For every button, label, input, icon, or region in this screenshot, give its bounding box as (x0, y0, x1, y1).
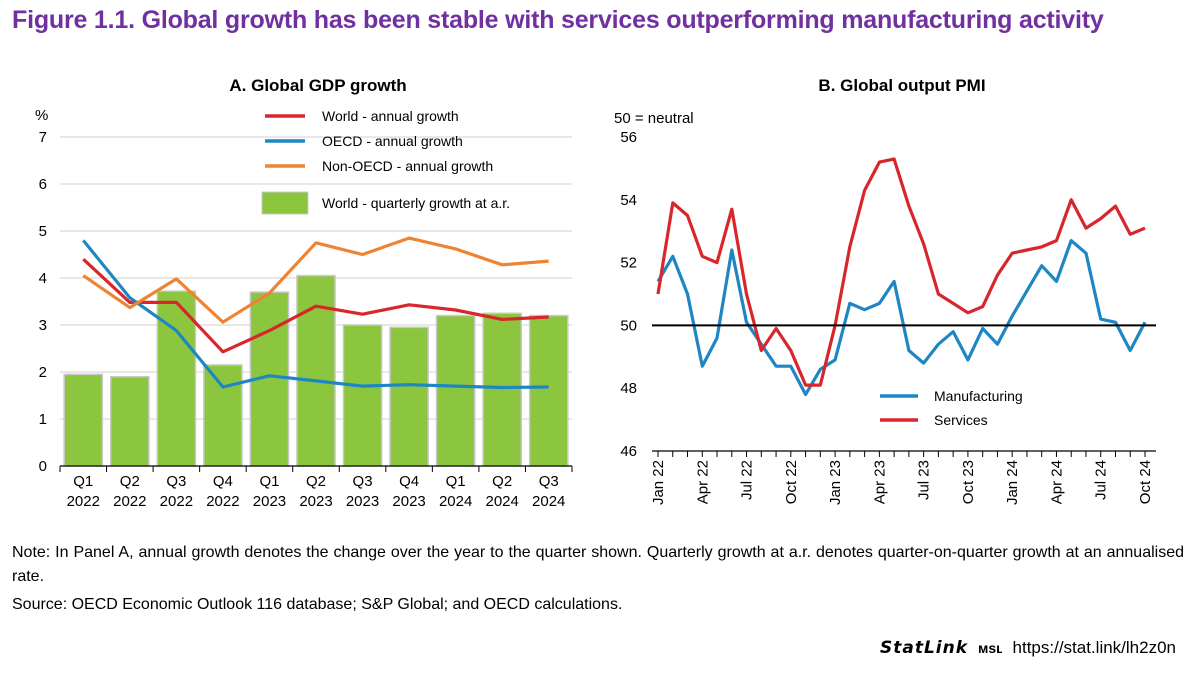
panel-b-y-tick-label: 56 (620, 129, 637, 146)
panel-b-series-line (656, 157, 1146, 387)
panel-b-x-tick-label: Oct 22 (783, 460, 800, 504)
panel-a-x-tick-label-year: 2022 (113, 493, 146, 510)
panel-a-y-tick-label: 6 (39, 176, 47, 193)
panel-a-bar (63, 373, 104, 467)
panel-a-legend-label: World - annual growth (322, 108, 459, 124)
figure-note: Note: In Panel A, annual growth denotes … (12, 544, 1184, 585)
panel-a-bar (296, 274, 336, 467)
panel-a-bar (203, 364, 243, 467)
panel-b-y-tick-label: 50 (620, 317, 637, 334)
panel-a-x-tick-label: Q2 (492, 473, 512, 490)
panel-a-legend-label: OECD - annual growth (322, 133, 463, 149)
panel-b-x-tick-label: Jul 24 (1093, 460, 1110, 500)
panel-b-legend-background (872, 382, 1042, 432)
statlink-logo: StatLink (879, 638, 969, 658)
panel-a-bar (528, 314, 569, 467)
panel-b-output-pmi: B. Global output PMI 50 = neutral 46 48 50 52… (614, 76, 1156, 505)
panel-a-bar (482, 312, 523, 467)
panel-a-legend-swatch (261, 191, 309, 215)
panel-b-x-tick-label: Apr 22 (694, 460, 711, 504)
panel-b-y-tick-label: 46 (620, 443, 637, 460)
panel-b-x-tick-label: Apr 23 (871, 460, 888, 504)
panel-b-x-tick-label: Jan 24 (1004, 460, 1021, 505)
statlink-url[interactable]: https://stat.link/lh2z0n (1012, 638, 1176, 657)
panel-a-x-tick-label-year: 2024 (485, 493, 518, 510)
panel-a-x-tick-label: Q3 (353, 473, 373, 490)
panel-a-legend-label: World - quarterly growth at a.r. (322, 195, 510, 211)
panel-a-x-tick-label: Q2 (306, 473, 326, 490)
panel-a-bar (342, 324, 383, 467)
panel-a-series-line (82, 236, 549, 324)
panel-a-x-tick-label-year: 2023 (346, 493, 379, 510)
panel-a-x-tick-label: Q4 (213, 473, 233, 490)
panel-a-bar (109, 375, 150, 467)
panel-b-series-line (656, 239, 1147, 397)
panel-a-y-tick-label: 5 (39, 223, 47, 240)
statlink-barcode-icon: ᴍsʟ (978, 640, 1003, 656)
panel-a-bar (389, 326, 429, 467)
panel-a-x-tick-label: Q1 (259, 473, 279, 490)
panel-b-y-tick-label: 52 (620, 255, 637, 272)
panel-a-x-tick-label: Q2 (120, 473, 140, 490)
panel-a-x-tick-label: Q1 (73, 473, 93, 490)
panel-a-x-tick-label: Q1 (446, 473, 466, 490)
panel-b-title: B. Global output PMI (818, 76, 985, 95)
panel-a-series-line (82, 239, 549, 390)
panel-a-legend-label: Non-OECD - annual growth (322, 158, 493, 174)
panel-a-x-tick-label-year: 2022 (67, 493, 100, 510)
panel-a-x-tick-label-year: 2023 (253, 493, 286, 510)
panel-b-x-tick-label: Oct 24 (1137, 460, 1154, 504)
panel-a-x-tick-label-year: 2022 (160, 493, 193, 510)
panel-b-x-tick-label: Oct 23 (960, 460, 977, 504)
panel-b-x-tick-label: Jul 23 (916, 460, 933, 500)
panel-a-title: A. Global GDP growth (229, 76, 406, 95)
panel-a-y-tick-label: 4 (39, 270, 47, 287)
panel-a-bar (435, 314, 476, 467)
panel-a-x-tick-label-year: 2024 (439, 493, 472, 510)
panel-a-y-tick-label: 1 (39, 411, 47, 428)
panel-b-y-tick-label: 54 (620, 192, 637, 209)
panel-b-x-tick-label: Jan 23 (827, 460, 844, 505)
panel-a-x-tick-label-year: 2023 (392, 493, 425, 510)
panel-a-x-tick-label-year: 2022 (206, 493, 239, 510)
panel-a-y-tick-label: 0 (39, 458, 47, 475)
panel-a-y-tick-label: 7 (39, 129, 47, 146)
panel-a-x-tick-label-year: 2024 (532, 493, 565, 510)
panel-a-x-tick-label-year: 2023 (299, 493, 332, 510)
panel-b-x-tick-label: Jan 22 (650, 460, 667, 505)
figure-charts: A. Global GDP growth%01234567Q12022Q2202… (35, 76, 1156, 510)
panel-a-y-unit: % (35, 107, 48, 124)
figure-title: Figure 1.1. Global growth has been stabl… (12, 6, 1104, 34)
panel-b-x-tick-label: Apr 24 (1049, 460, 1066, 504)
panel-b-y-unit: 50 = neutral (614, 110, 694, 127)
panel-a-y-tick-label: 3 (39, 317, 47, 334)
panel-a-series-line (82, 258, 549, 354)
panel-b-x-tick-label: Jul 22 (739, 460, 756, 500)
panel-a-x-tick-label: Q4 (399, 473, 419, 490)
statlink[interactable]: StatLink ᴍsʟ https://stat.link/lh2z0n (880, 638, 1176, 658)
panel-b-legend-label: Services (934, 412, 988, 428)
panel-a-y-tick-label: 2 (39, 364, 47, 381)
panel-b-legend-label: Manufacturing (934, 388, 1023, 404)
panel-a-x-tick-label: Q3 (166, 473, 186, 490)
panel-a-gdp-growth: A. Global GDP growth% 0 1 2 3 4 5 6 7 Q1 2022 Q2 202… (35, 76, 573, 510)
panel-b-y-tick-label: 48 (620, 380, 637, 397)
panel-a-x-tick-label: Q3 (539, 473, 559, 490)
figure-source: Source: OECD Economic Outlook 116 databa… (12, 596, 623, 613)
